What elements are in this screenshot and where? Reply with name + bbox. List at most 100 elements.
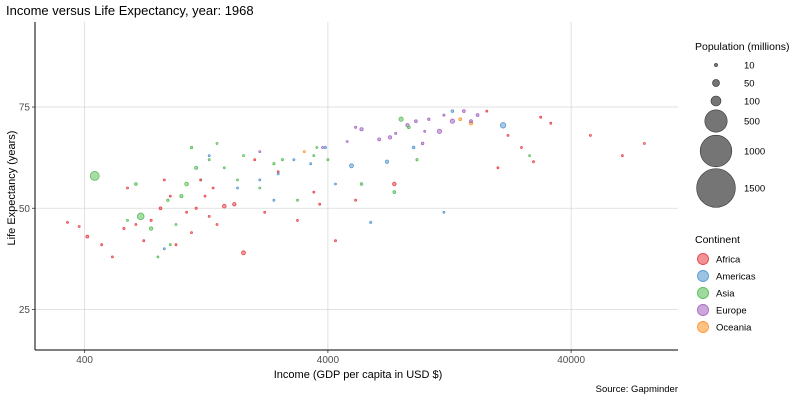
data-point [392, 181, 397, 187]
data-point [253, 158, 257, 162]
data-point [384, 159, 390, 164]
data-point [312, 190, 316, 194]
data-point [406, 125, 411, 130]
data-point [189, 145, 194, 150]
data-point [184, 181, 189, 187]
y-tick-label: 25 [19, 305, 31, 316]
data-point [280, 158, 284, 162]
data-point [258, 178, 262, 182]
data-point [207, 214, 211, 218]
color-legend-title: Continent [695, 234, 740, 246]
data-point [258, 186, 262, 190]
data-point [449, 118, 455, 124]
data-point [66, 220, 69, 224]
color-legend-label: Asia [716, 289, 735, 300]
data-point [423, 129, 427, 133]
data-point [462, 109, 466, 113]
x-ticks: 400 4000 40000 [76, 350, 585, 366]
size-legend-label: 500 [744, 117, 760, 128]
data-point [168, 243, 172, 247]
data-point [302, 150, 306, 154]
data-point [349, 163, 354, 169]
data-point [168, 194, 172, 198]
data-point [232, 202, 237, 207]
data-point [387, 135, 393, 140]
data-point [174, 243, 178, 247]
data-point [100, 243, 104, 247]
data-point [359, 182, 364, 186]
data-point [398, 116, 404, 122]
color-legend-swatch [697, 304, 709, 316]
chart-title: Income versus Life Expectancy, year: 196… [6, 3, 254, 18]
size-legend: 10 50 100 500 1000 1500 [696, 61, 765, 208]
size-legend-circle [710, 95, 722, 107]
data-point [190, 231, 193, 235]
data-point [392, 190, 397, 194]
data-point [520, 146, 523, 149]
size-legend-title: Population (millions) [695, 41, 790, 53]
data-point [394, 131, 398, 135]
data-point [89, 171, 100, 181]
data-point [436, 128, 443, 134]
data-point [323, 145, 327, 150]
data-point [134, 223, 138, 226]
data-point [359, 127, 364, 132]
data-point [194, 206, 198, 210]
data-point [589, 133, 592, 137]
data-point [532, 160, 535, 164]
data-point [458, 117, 463, 122]
x-tick-label: 400 [76, 355, 93, 366]
data-point [85, 234, 90, 239]
data-point [122, 226, 126, 231]
size-legend-circle [714, 63, 718, 67]
data-point [263, 210, 267, 214]
data-point [621, 154, 624, 158]
color-legend-label: Oceania [716, 323, 752, 334]
data-point [420, 141, 425, 146]
data-point [215, 223, 219, 226]
data-point [499, 122, 507, 129]
data-point [318, 202, 322, 206]
y-ticks: 25 50 75 [19, 103, 35, 316]
data-point [442, 113, 446, 117]
data-point [414, 119, 418, 124]
data-point [369, 220, 373, 224]
data-point [296, 198, 299, 202]
data-point [156, 255, 160, 259]
data-point [469, 119, 473, 124]
y-axis-label: Life Expectancy (years) [6, 131, 18, 246]
data-point [126, 218, 129, 222]
data-point [334, 239, 337, 243]
data-point [528, 154, 531, 158]
size-legend-label: 10 [744, 61, 755, 72]
data-point [485, 109, 489, 113]
data-point [242, 154, 245, 158]
data-point [136, 212, 145, 221]
data-point [126, 186, 129, 190]
data-point [199, 178, 203, 182]
data-point [162, 178, 166, 182]
points [66, 109, 646, 259]
data-point [345, 140, 349, 143]
color-legend: Africa Americas Asia Europe Oceania [697, 253, 756, 334]
data-point [539, 115, 543, 119]
color-legend-label: Europe [716, 306, 747, 317]
data-point [506, 133, 510, 137]
data-point [411, 145, 416, 150]
data-point [354, 198, 358, 202]
data-point [222, 166, 226, 170]
data-point [272, 198, 276, 202]
data-point [149, 218, 153, 222]
data-point [272, 162, 276, 166]
color-legend-label: Africa [716, 255, 741, 266]
size-legend-circle [699, 134, 733, 168]
data-point [111, 255, 114, 259]
data-point [643, 142, 646, 145]
data-point [315, 146, 319, 149]
data-point [158, 206, 163, 211]
y-tick-label: 75 [19, 103, 31, 114]
data-point [415, 158, 419, 162]
size-legend-label: 100 [744, 97, 760, 108]
size-legend-label: 50 [744, 79, 755, 90]
